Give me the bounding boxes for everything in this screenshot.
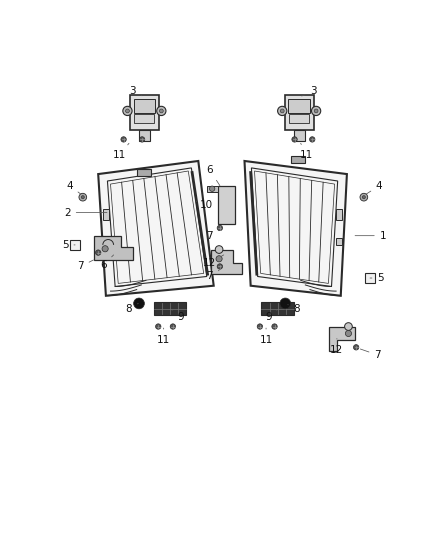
Circle shape <box>360 193 367 201</box>
Bar <box>134 99 155 113</box>
Bar <box>70 239 81 251</box>
Circle shape <box>311 106 321 116</box>
Text: 9: 9 <box>172 310 184 321</box>
Bar <box>288 99 310 113</box>
Circle shape <box>215 246 223 253</box>
Polygon shape <box>244 161 347 296</box>
Circle shape <box>217 225 223 231</box>
Circle shape <box>81 196 85 199</box>
Bar <box>154 302 186 316</box>
Bar <box>294 130 304 141</box>
Circle shape <box>157 106 166 116</box>
Text: 1: 1 <box>355 231 386 241</box>
Bar <box>285 95 314 130</box>
Circle shape <box>121 137 126 142</box>
Text: 3: 3 <box>130 86 142 96</box>
Text: 2: 2 <box>64 207 107 217</box>
Bar <box>261 302 294 316</box>
Polygon shape <box>329 327 355 351</box>
Text: 11: 11 <box>157 328 170 345</box>
Bar <box>336 238 342 245</box>
Circle shape <box>278 106 287 116</box>
Text: 8: 8 <box>126 303 138 314</box>
Bar <box>130 95 159 130</box>
Circle shape <box>95 250 101 255</box>
Text: 11: 11 <box>300 143 313 160</box>
Circle shape <box>310 137 315 142</box>
Text: 4: 4 <box>67 181 81 194</box>
Circle shape <box>217 264 223 269</box>
Bar <box>291 156 304 163</box>
Circle shape <box>170 324 176 329</box>
Text: 8: 8 <box>288 304 300 314</box>
Circle shape <box>314 109 318 113</box>
Circle shape <box>353 345 359 350</box>
Circle shape <box>126 109 129 113</box>
Text: 10: 10 <box>196 200 212 210</box>
Polygon shape <box>98 161 214 296</box>
Text: 7: 7 <box>360 349 381 360</box>
Bar <box>103 209 109 220</box>
Circle shape <box>257 324 263 329</box>
Bar <box>103 238 109 245</box>
Text: 5: 5 <box>370 273 384 283</box>
Text: 6: 6 <box>100 255 113 270</box>
Circle shape <box>134 298 145 309</box>
Polygon shape <box>212 249 242 274</box>
Text: 3: 3 <box>302 86 317 96</box>
Bar <box>364 273 375 284</box>
Circle shape <box>362 196 365 199</box>
Circle shape <box>155 324 161 329</box>
Bar <box>138 168 151 176</box>
Circle shape <box>79 193 87 201</box>
Circle shape <box>292 137 297 142</box>
Bar <box>134 114 155 123</box>
Bar <box>139 130 150 141</box>
Text: 7: 7 <box>77 260 93 271</box>
Circle shape <box>209 186 215 191</box>
Bar <box>218 185 235 224</box>
Bar <box>289 114 309 123</box>
Text: 6: 6 <box>207 165 220 185</box>
Text: 12: 12 <box>330 338 343 354</box>
Circle shape <box>280 109 284 113</box>
Text: 11: 11 <box>259 328 273 345</box>
Text: 7: 7 <box>207 230 219 241</box>
Circle shape <box>159 109 163 113</box>
Circle shape <box>216 256 222 262</box>
Text: 11: 11 <box>113 143 129 160</box>
Text: 4: 4 <box>366 181 382 194</box>
Circle shape <box>123 106 132 116</box>
Text: 7: 7 <box>207 270 219 281</box>
Text: 9: 9 <box>265 310 277 321</box>
Text: 12: 12 <box>203 255 224 268</box>
Polygon shape <box>207 185 218 192</box>
Circle shape <box>272 324 277 329</box>
Circle shape <box>102 246 108 252</box>
Text: 5: 5 <box>62 240 75 250</box>
Circle shape <box>139 137 145 142</box>
Polygon shape <box>94 236 133 260</box>
Circle shape <box>345 322 352 330</box>
Circle shape <box>280 298 291 309</box>
Circle shape <box>346 330 352 336</box>
Bar <box>336 209 342 220</box>
